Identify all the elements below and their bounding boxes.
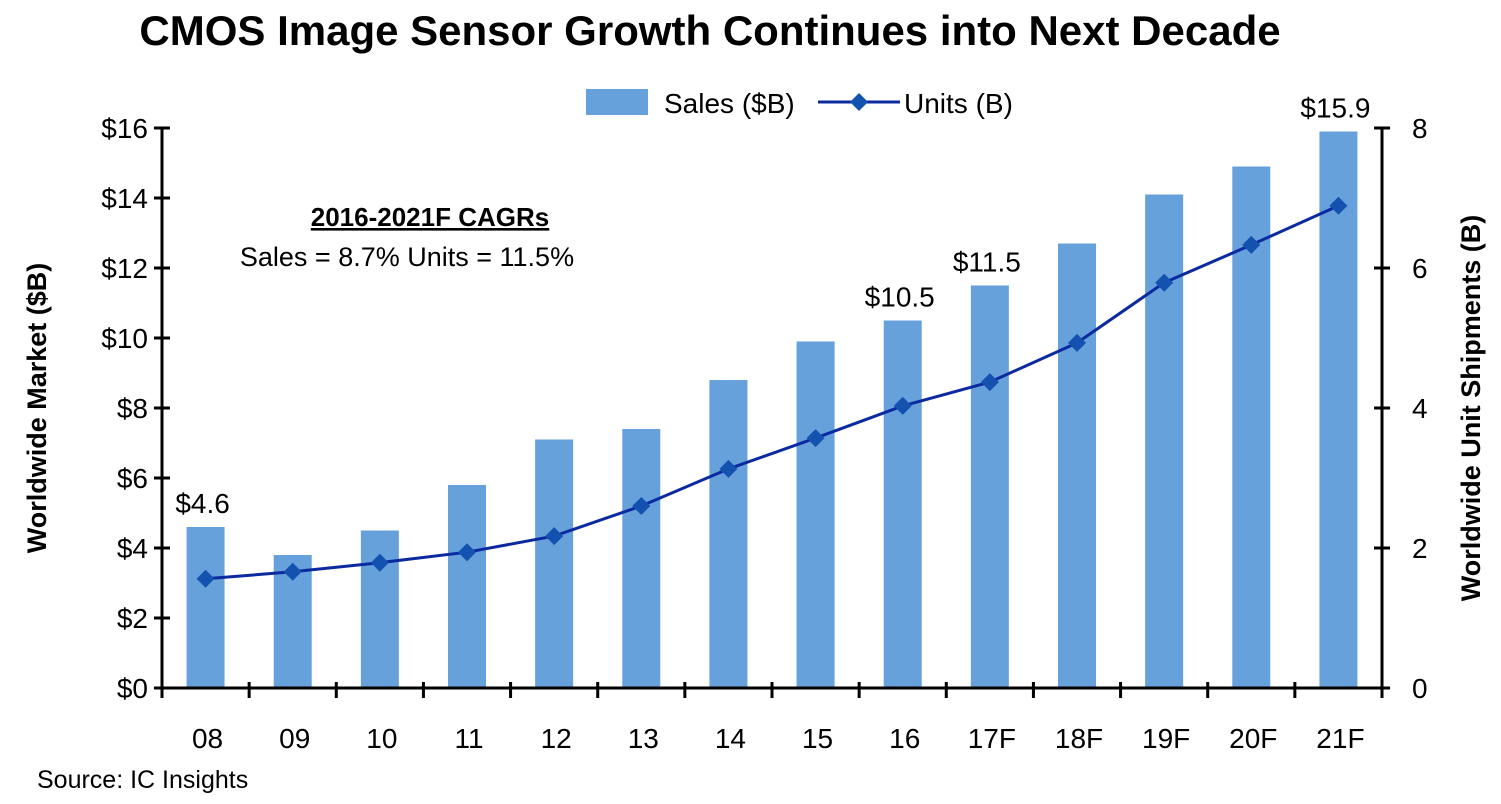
- units-marker-11: [458, 543, 476, 562]
- y-tick-label: $4: [117, 533, 148, 564]
- annotation-heading: 2016-2021F CAGRs: [311, 202, 549, 232]
- bar-08: [186, 527, 225, 688]
- annotation-text: Sales = 8.7% Units = 11.5%: [240, 242, 574, 272]
- y2-tick-label: 0: [1412, 673, 1428, 704]
- y-tick-label: $2: [117, 603, 148, 634]
- y-tick-label: $6: [117, 463, 148, 494]
- x-tick-label: 10: [366, 723, 397, 754]
- units-marker-20F: [1242, 235, 1261, 254]
- units-marker-08: [196, 569, 215, 588]
- units-marker-18F: [1068, 333, 1086, 352]
- x-tick-label: 16: [889, 723, 920, 754]
- data-label-08: $4.6: [175, 488, 230, 519]
- x-tick-label: 12: [541, 723, 572, 754]
- y-tick-label: $12: [101, 253, 148, 284]
- x-tick-label: 13: [628, 723, 659, 754]
- legend-label-sales: Sales ($B): [664, 88, 795, 119]
- y2-tick-label: 2: [1412, 533, 1428, 564]
- units-line: [205, 204, 1340, 581]
- x-tick-label: 17F: [968, 723, 1016, 754]
- units-marker-09: [283, 562, 302, 581]
- x-tick-label: 18F: [1055, 723, 1103, 754]
- bar-18F: [1058, 243, 1096, 688]
- chart-title: CMOS Image Sensor Growth Continues into …: [139, 7, 1280, 54]
- bar-17F: [970, 285, 1009, 688]
- bar-21F: [1319, 131, 1358, 688]
- x-tick-label: 11: [454, 723, 483, 754]
- bar-11: [448, 485, 486, 688]
- units-marker-16: [893, 396, 912, 415]
- x-tick-label: 21F: [1316, 723, 1364, 754]
- units-marker-12: [545, 527, 564, 546]
- x-tick-label: 09: [279, 723, 310, 754]
- bar-19F: [1145, 194, 1184, 688]
- y-tick-label: $10: [101, 323, 148, 354]
- units-marker-13: [632, 497, 651, 515]
- legend: Sales ($B) Units (B): [586, 88, 1013, 119]
- units-marker-21F: [1329, 196, 1348, 215]
- data-label-17F: $11.5: [953, 247, 1021, 278]
- units-marker-19F: [1155, 273, 1174, 292]
- x-tick-label: 08: [192, 723, 223, 754]
- legend-marker-units: [850, 93, 868, 111]
- units-marker-15: [806, 429, 825, 448]
- x-tick-label: 20F: [1229, 723, 1277, 754]
- y-tick-label: $16: [101, 113, 148, 144]
- units-marker-17F: [980, 373, 999, 392]
- annotation: 2016-2021F CAGRs Sales = 8.7% Units = 11…: [240, 202, 574, 272]
- bar-16: [883, 320, 922, 688]
- bar-15: [796, 341, 835, 688]
- x-tick-label: 15: [802, 723, 833, 754]
- bar-13: [622, 429, 661, 688]
- y2-tick-label: 4: [1412, 393, 1428, 424]
- units-marker-14: [719, 459, 738, 478]
- y-tick-label: $8: [117, 393, 148, 424]
- y2-axis-label: Worldwide Unit Shipments (B): [1456, 215, 1486, 602]
- x-tick-label: 19F: [1142, 723, 1190, 754]
- y-tick-label: $0: [117, 673, 148, 704]
- y-axis-label: Worldwide Market ($B): [22, 263, 52, 554]
- y2-tick-label: 8: [1412, 113, 1428, 144]
- bar-14: [709, 380, 748, 688]
- units-marker-10: [370, 553, 389, 572]
- data-label-21F: $15.9: [1300, 93, 1370, 124]
- x-tick-label: 14: [715, 723, 746, 754]
- source-note: Source: IC Insights: [37, 766, 248, 794]
- legend-swatch-sales: [586, 89, 648, 115]
- bar-12: [535, 439, 574, 688]
- y-tick-label: $14: [101, 183, 148, 214]
- y2-tick-label: 6: [1412, 253, 1428, 284]
- data-label-16: $10.5: [865, 282, 935, 313]
- legend-label-units: Units (B): [904, 88, 1013, 119]
